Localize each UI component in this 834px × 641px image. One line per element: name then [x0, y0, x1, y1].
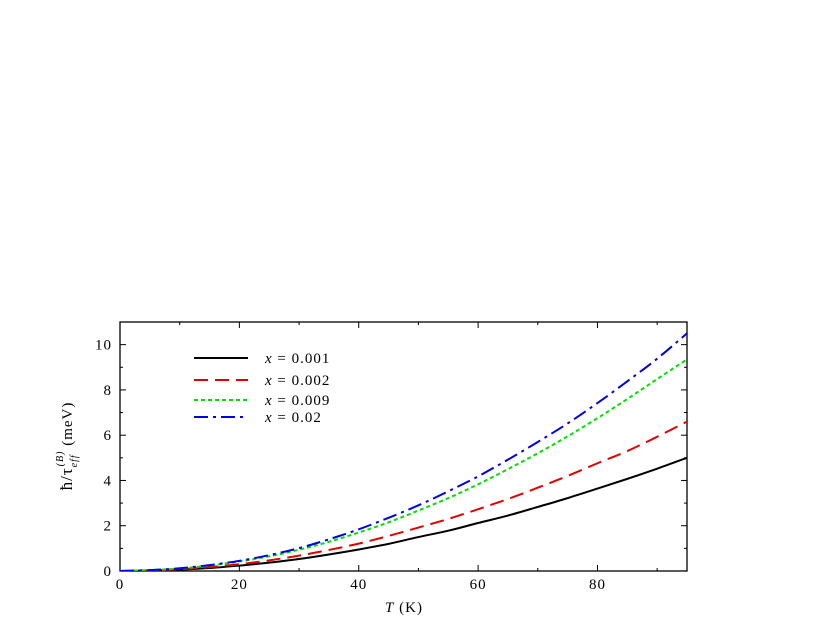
- x-tick-label: 80: [589, 577, 606, 593]
- legend-label-1: x = 0.001: [264, 351, 330, 367]
- legend-value: = 0.02: [273, 410, 322, 426]
- y-axis-title: ħ/τeff(B) (meV): [55, 402, 80, 491]
- legend-label-2: x = 0.002: [264, 373, 330, 389]
- legend-value: = 0.002: [273, 373, 331, 389]
- series-line-2: [120, 420, 687, 571]
- legend-var: x: [264, 351, 273, 367]
- legend-var: x: [264, 373, 273, 389]
- y-axis-main: ħ/τ: [57, 467, 76, 490]
- x-axis-title: T (K): [385, 600, 423, 616]
- x-tick-label: 60: [470, 577, 487, 593]
- y-axis-sub: eff: [69, 454, 80, 467]
- legend-var: x: [264, 410, 273, 426]
- legend-var: x: [264, 393, 273, 409]
- y-axis-unit: (meV): [60, 402, 76, 451]
- legend-value: = 0.009: [273, 393, 331, 409]
- y-tick-label: 10: [95, 338, 112, 354]
- x-tick-label: 20: [231, 577, 248, 593]
- series-group: [120, 332, 687, 571]
- x-tick-label: 0: [116, 577, 125, 593]
- x-axis-unit: (K): [394, 600, 423, 616]
- x-axis-var: T: [385, 600, 395, 616]
- series-line-3: [120, 358, 687, 571]
- y-axis-sup: (B): [55, 451, 66, 467]
- y-tick-label: 4: [104, 473, 113, 489]
- y-tick-label: 2: [104, 519, 113, 535]
- series-line-4: [120, 332, 687, 571]
- y-tick-label: 6: [104, 428, 113, 444]
- legend-label-3: x = 0.009: [264, 393, 330, 409]
- series-line-1: [120, 456, 687, 571]
- x-tick-label: 40: [350, 577, 367, 593]
- plot-frame: [119, 321, 688, 572]
- legend-value: = 0.001: [273, 351, 331, 367]
- y-tick-label: 8: [104, 383, 113, 399]
- ticks-group: 0 20 40 60 80 0 2 4 6 8 10: [95, 321, 687, 593]
- y-tick-label: 0: [104, 564, 113, 580]
- legend-label-4: x = 0.02: [264, 410, 322, 426]
